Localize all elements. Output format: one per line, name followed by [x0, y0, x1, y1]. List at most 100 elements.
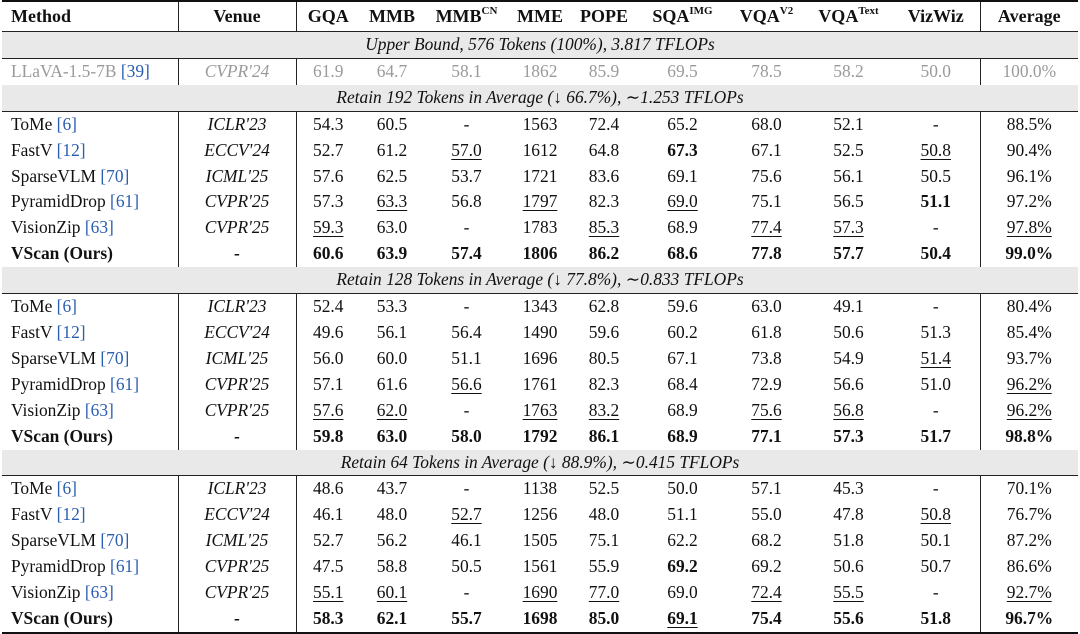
value-cell: 75.1 — [571, 528, 637, 554]
value-cell: 73.8 — [728, 346, 805, 372]
value-text: 1612 — [522, 139, 558, 160]
value-cell: 54.9 — [805, 346, 892, 372]
value-text: 57.3 — [833, 217, 864, 238]
value-text: 68.9 — [667, 217, 698, 238]
method-name: PyramidDrop — [11, 556, 106, 577]
citation-link[interactable]: [61] — [110, 191, 140, 212]
value-cell: 54.3 — [296, 111, 360, 137]
value-text: 1561 — [522, 556, 558, 577]
value-cell: 75.4 — [728, 606, 805, 633]
citation-link[interactable]: [12] — [56, 139, 86, 160]
value-text: 55.0 — [751, 504, 782, 525]
value-text: 69.0 — [667, 582, 698, 603]
value-text: 55.9 — [588, 556, 620, 577]
value-text: 67.1 — [751, 139, 782, 160]
venue-cell: ICML'25 — [178, 345, 297, 372]
value-text: - — [932, 296, 939, 317]
value-text: 56.5 — [833, 191, 864, 212]
col-vqatext-sup: Text — [858, 5, 879, 17]
value-cell: 52.1 — [805, 111, 892, 137]
value-text: - — [463, 399, 470, 420]
value-text: 56.1 — [376, 321, 408, 342]
table-row: SparseVLM [70] ICML'25 57.6 62.5 53.7 1721 83.… — [2, 163, 1078, 190]
value-text: 50.0 — [667, 478, 698, 499]
value-cell: 67.3 — [637, 138, 728, 164]
value-text: - — [932, 113, 939, 134]
value-cell: 62.1 — [360, 606, 424, 633]
value-text: 60.0 — [376, 347, 408, 368]
value-cell: 75.1 — [728, 189, 805, 215]
value-text: 72.4 — [588, 113, 620, 134]
table-row: VScan (Ours) -58.3 62.1 55.7 1698 85.0 69.1 75.… — [2, 605, 1078, 633]
value-cell: 59.3 — [296, 215, 360, 241]
value-cell: 62.2 — [637, 528, 728, 554]
value-cell: 55.0 — [728, 502, 805, 528]
value-text: 46.1 — [313, 504, 344, 525]
value-text: 1763 — [522, 399, 558, 420]
table-row: FastV [12] ECCV'24 46.1 48.0 52.7 1256 48.0 51.… — [2, 502, 1078, 529]
value-text: 80.5 — [588, 347, 620, 368]
value-text: 61.2 — [376, 139, 408, 160]
citation-link[interactable]: [63] — [84, 582, 114, 603]
method-name: VisionZip — [11, 399, 81, 420]
value-text: 51.0 — [920, 373, 951, 394]
value-cell: 63.9 — [360, 241, 424, 267]
value-text: 68.9 — [667, 425, 698, 446]
citation-link[interactable]: [63] — [84, 399, 114, 420]
value-text: 51.7 — [920, 425, 951, 446]
value-text: 90.4% — [1006, 139, 1052, 160]
col-gqa: GQA — [307, 6, 349, 26]
value-text: 85.4% — [1006, 321, 1052, 342]
col-mmbcn: MMBCN — [424, 1, 509, 32]
col-vqav2-base: VQA — [739, 6, 780, 26]
value-text: - — [463, 113, 470, 134]
citation-link[interactable]: [6] — [56, 478, 77, 499]
value-cell: 1612 — [509, 138, 571, 164]
value-cell: 48.0 — [571, 502, 637, 528]
value-cell: 68.4 — [637, 372, 728, 398]
value-text: 68.6 — [667, 243, 698, 264]
value-text: 53.7 — [451, 165, 482, 186]
citation-link[interactable]: [70] — [100, 530, 130, 551]
citation-link[interactable]: [61] — [110, 556, 140, 577]
value-cell: 69.2 — [637, 554, 728, 580]
value-text: 52.7 — [313, 139, 344, 160]
citation-link[interactable]: [12] — [56, 321, 86, 342]
citation-link[interactable]: [70] — [100, 165, 130, 186]
method-name: ToMe — [11, 296, 53, 317]
value-cell: 72.4 — [728, 580, 805, 606]
citation-link[interactable]: [63] — [84, 217, 114, 238]
value-text: 59.6 — [588, 321, 620, 342]
value-cell: 53.3 — [360, 294, 424, 320]
value-cell: 77.8 — [728, 241, 805, 267]
value-cell: 96.1% — [980, 164, 1078, 190]
value-cell: 67.1 — [637, 346, 728, 372]
value-text: 63.3 — [376, 191, 408, 212]
col-mmbcn-sup: CN — [481, 5, 498, 17]
citation-link[interactable]: [12] — [56, 504, 86, 525]
citation-link[interactable]: [6] — [56, 113, 77, 134]
value-cell: 53.7 — [424, 164, 509, 190]
value-text: - — [463, 582, 470, 603]
value-cell: 48.0 — [360, 502, 424, 528]
method-name: FastV — [11, 321, 53, 342]
value-text: 73.8 — [751, 347, 782, 368]
value-text: 68.0 — [751, 113, 782, 134]
value-cell: 56.6 — [805, 372, 892, 398]
citation-link[interactable]: [39] — [120, 60, 150, 81]
venue-cell: ICML'25 — [178, 163, 297, 190]
value-cell: 67.1 — [728, 138, 805, 164]
method-name: VisionZip — [11, 217, 81, 238]
col-vqav2: VQAV2 — [728, 1, 805, 32]
citation-link[interactable]: [6] — [56, 296, 77, 317]
value-text: 88.5% — [1006, 113, 1052, 134]
citation-link[interactable]: [70] — [100, 347, 130, 368]
value-cell: 57.6 — [296, 398, 360, 424]
value-cell: 1256 — [509, 502, 571, 528]
citation-link[interactable]: [61] — [110, 373, 140, 394]
value-cell: 56.2 — [360, 528, 424, 554]
value-cell: 64.7 — [376, 60, 408, 81]
value-cell: 86.6% — [980, 554, 1078, 580]
venue-cell: CVPR'24 — [178, 58, 297, 85]
